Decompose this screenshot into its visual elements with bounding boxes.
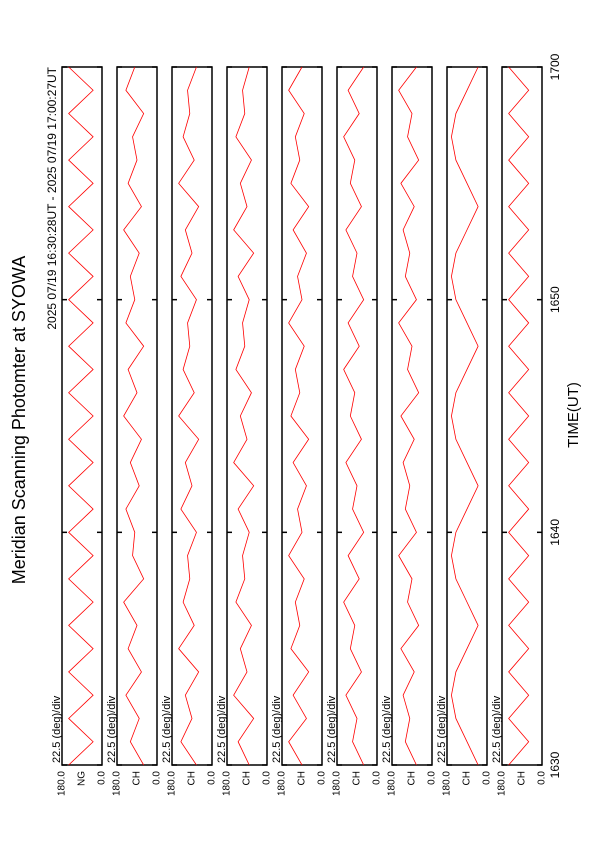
panel-frame — [336, 66, 378, 766]
panel-frame — [61, 66, 103, 766]
panel-frame — [171, 66, 213, 766]
trace — [68, 66, 94, 766]
y-tick-label: 180.0 — [277, 771, 288, 796]
channel-label: CH — [297, 771, 308, 785]
trace — [451, 66, 479, 766]
x-tick-label: 1700 — [548, 53, 562, 80]
scale-label: 22.5 (deg)/div — [216, 695, 228, 763]
panel-frame — [391, 66, 433, 766]
y-tick-label: 0.0 — [317, 771, 328, 785]
trace — [508, 66, 530, 766]
y-tick-label: 180.0 — [497, 771, 508, 796]
trace — [343, 66, 365, 766]
y-tick-label: 0.0 — [262, 771, 273, 785]
chart-title: Meridian Scanning Photomter at SYOWA — [9, 256, 29, 584]
scale-label: 22.5 (deg)/div — [161, 695, 173, 763]
trace — [123, 66, 145, 766]
chart-subtitle: 2025 07/19 16:30:28UT - 2025 07/19 17:00… — [45, 66, 59, 329]
scale-label: 22.5 (deg)/div — [326, 695, 338, 763]
channel-label: CH — [517, 771, 528, 785]
y-tick-label: 0.0 — [97, 771, 108, 785]
y-tick-label: 180.0 — [387, 771, 398, 796]
trace — [288, 66, 310, 766]
x-tick-label: 1640 — [548, 519, 562, 546]
channel-label: NG — [77, 771, 88, 786]
y-tick-label: 180.0 — [332, 771, 343, 796]
panel-frame — [226, 66, 268, 766]
y-tick-label: 180.0 — [112, 771, 123, 796]
y-tick-label: 0.0 — [537, 771, 548, 785]
scale-label: 22.5 (deg)/div — [436, 695, 448, 763]
y-tick-label: 180.0 — [442, 771, 453, 796]
trace — [398, 66, 420, 766]
y-tick-label: 180.0 — [222, 771, 233, 796]
y-tick-label: 0.0 — [207, 771, 218, 785]
channel-label: CH — [187, 771, 198, 785]
channel-label: CH — [462, 771, 473, 785]
y-tick-label: 180.0 — [57, 771, 68, 796]
panel-frame — [501, 66, 543, 766]
panel-frame — [446, 66, 488, 766]
panel-frame — [281, 66, 323, 766]
scale-label: 22.5 (deg)/div — [271, 695, 283, 763]
scale-label: 22.5 (deg)/div — [381, 695, 393, 763]
y-tick-label: 0.0 — [372, 771, 383, 785]
x-tick-label: 1650 — [548, 286, 562, 313]
rotated-plot: Meridian Scanning Photomter at SYOWA 202… — [9, 53, 582, 796]
channel-label: CH — [352, 771, 363, 785]
y-tick-label: 0.0 — [482, 771, 493, 785]
trace — [178, 66, 200, 766]
channel-label: CH — [407, 771, 418, 785]
y-tick-label: 0.0 — [427, 771, 438, 785]
y-tick-label: 180.0 — [167, 771, 178, 796]
y-tick-label: 0.0 — [152, 771, 163, 785]
scale-label: 22.5 (deg)/div — [51, 695, 63, 763]
scale-label: 22.5 (deg)/div — [491, 695, 503, 763]
x-axis-label: TIME(UT) — [565, 382, 582, 448]
trace — [233, 66, 255, 766]
x-tick-label: 1630 — [548, 751, 562, 778]
scale-label: 22.5 (deg)/div — [106, 695, 118, 763]
channel-label: CH — [132, 771, 143, 785]
panel-frame — [116, 66, 158, 766]
channel-label: CH — [242, 771, 253, 785]
